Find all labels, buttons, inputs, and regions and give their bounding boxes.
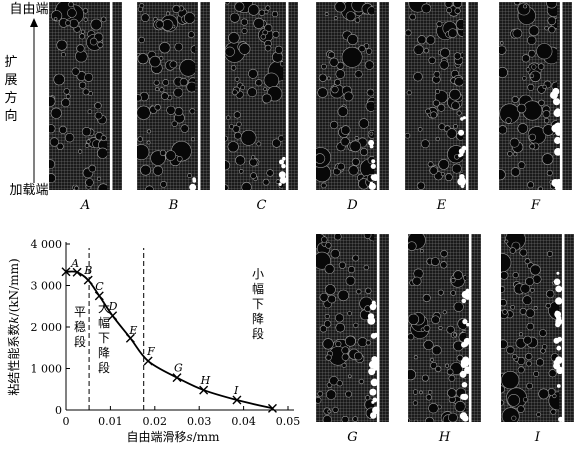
x-tick-label: 0.02 <box>143 415 168 428</box>
stage-label: 大幅下降段 <box>98 301 110 375</box>
panel-label-F: F <box>530 198 541 213</box>
panel-label-C: C <box>256 198 267 213</box>
data-point <box>232 395 242 405</box>
micrograph-B <box>137 2 210 190</box>
x-tick-label: 0.03 <box>187 415 212 428</box>
micrograph-C <box>225 2 298 190</box>
micrograph-A <box>49 2 122 190</box>
point-label-I: I <box>233 384 239 397</box>
point-label-D: D <box>108 300 118 313</box>
micrograph-D <box>316 2 389 190</box>
point-label-B: B <box>83 264 92 277</box>
point-label-G: G <box>174 362 183 375</box>
x-axis-label: 自由端滑移s/mm <box>127 430 221 444</box>
y-tick-label: 0 <box>55 404 62 417</box>
micrograph-E <box>405 2 478 190</box>
x-tick-label: 0 <box>63 415 70 428</box>
data-point <box>72 267 82 277</box>
panel-label-D: D <box>347 198 358 213</box>
y-axis-label: 粘结性能系数k/(kN/mm) <box>6 258 21 395</box>
y-tick-label: 4 000 <box>31 238 63 251</box>
panel-label-I: I <box>534 430 541 445</box>
panel-label-B: B <box>168 198 179 213</box>
point-label-A: A <box>70 257 79 270</box>
panel-label-G: G <box>347 430 358 445</box>
data-point <box>125 333 135 343</box>
panel-label-H: H <box>438 430 451 445</box>
stage-label: 小幅下降段 <box>252 267 264 341</box>
micrograph-I <box>501 234 574 422</box>
data-point <box>108 311 118 321</box>
point-label-E: E <box>128 324 137 337</box>
data-point <box>61 267 71 277</box>
direction-label: 扩展方向 <box>4 55 18 124</box>
micrograph-H <box>408 234 481 422</box>
data-point <box>83 275 93 285</box>
direction-arrow <box>30 18 38 183</box>
data-point <box>143 356 153 366</box>
point-label-C: C <box>95 280 104 293</box>
loaded-end-label: 加载端 <box>9 183 49 198</box>
x-tick-label: 0.01 <box>98 415 123 428</box>
panel-label-A: A <box>80 198 91 213</box>
y-tick-label: 1 000 <box>31 363 63 376</box>
y-tick-label: 2 000 <box>31 321 63 334</box>
x-tick-label: 0.05 <box>276 415 301 428</box>
data-point <box>199 385 209 395</box>
y-tick-label: 3 000 <box>31 280 63 293</box>
micrograph-G <box>316 234 389 422</box>
point-label-H: H <box>200 374 211 387</box>
point-label-F: F <box>146 345 155 358</box>
micrograph-F <box>499 2 572 190</box>
x-tick-label: 0.04 <box>231 415 256 428</box>
free-end-label: 自由端 <box>9 2 49 17</box>
stage-label: 平稳段 <box>74 305 86 349</box>
data-point <box>172 373 182 383</box>
bond-coefficient-chart: 0 1 000 2 000 3 000 4 000 0 0.01 0.02 0.03 0.04 0.… <box>6 238 301 444</box>
panel-label-E: E <box>436 198 447 213</box>
data-point <box>267 403 277 413</box>
data-point <box>94 291 104 301</box>
